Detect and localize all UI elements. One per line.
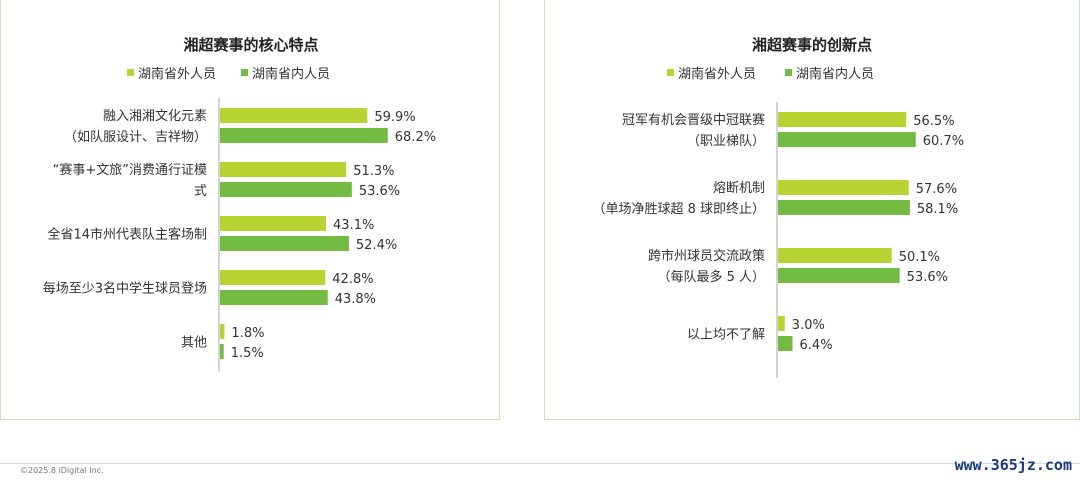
category-label: 融入湘湘文化元素 <box>103 109 207 124</box>
category-label: 其他 <box>181 336 207 351</box>
watermark-text: www.365jz.com <box>954 456 1072 474</box>
data-label: 56.5% <box>913 114 954 129</box>
data-label: 1.5% <box>231 346 264 361</box>
data-label: 6.4% <box>800 338 833 353</box>
bar-outside <box>220 270 326 285</box>
bar-outside <box>778 316 785 331</box>
category-label: “赛事+文旅”消费通行证模 <box>53 162 207 178</box>
data-label: 58.1% <box>917 202 958 217</box>
data-label: 42.8% <box>332 272 373 287</box>
category-label: （职业梯队） <box>687 134 765 149</box>
category-label: 全省14市州代表队主客场制 <box>47 227 207 243</box>
category-label: 冠军有机会晋级中冠联赛 <box>622 112 765 128</box>
data-label: 52.4% <box>356 238 397 253</box>
bar-inside <box>220 236 349 251</box>
data-label: 3.0% <box>792 318 825 333</box>
copyright-text: ©2025.8 iDigital Inc. <box>20 466 104 475</box>
legend-label-1: 湖南省外人员 <box>138 66 216 82</box>
data-label: 53.6% <box>359 184 400 199</box>
chart-panel-core-features: 湘超赛事的核心特点湖南省外人员 湖南省内人员融入湘湘文化元素 （如队服设计、吉祥物）… <box>0 0 500 420</box>
legend-label-2: 湖南省内人员 <box>252 66 330 82</box>
data-label: 1.8% <box>231 326 264 341</box>
bar-inside <box>778 200 910 215</box>
bar-inside <box>220 182 352 197</box>
legend-swatch-1 <box>127 69 134 76</box>
bar-inside <box>220 290 328 305</box>
legend-swatch-2 <box>241 69 248 76</box>
bar-outside <box>778 248 892 263</box>
bar-outside <box>220 324 225 339</box>
legend-label-1: 湖南省外人员 <box>678 66 756 82</box>
data-label: 59.9% <box>374 110 415 125</box>
category-label: 跨市州球员交流政策 <box>648 248 765 264</box>
bar-inside <box>220 128 388 143</box>
bar-outside <box>778 112 907 127</box>
data-label: 43.1% <box>333 218 374 233</box>
category-label: 式 <box>194 184 207 199</box>
bar-inside <box>778 268 900 283</box>
chart-title: 湘超赛事的核心特点 <box>183 36 318 54</box>
bar-inside <box>220 344 224 359</box>
bar-inside <box>778 336 793 351</box>
data-label: 68.2% <box>395 130 436 145</box>
data-label: 51.3% <box>353 164 394 179</box>
bar-outside <box>220 162 347 177</box>
category-label: 每场至少3名中学生球员登场 <box>43 281 207 297</box>
data-label: 53.6% <box>907 270 948 285</box>
category-label: （如队服设计、吉祥物） <box>64 129 207 145</box>
category-label: （单场净胜球超 8 球即终止） <box>592 201 765 217</box>
bar-outside <box>220 108 368 123</box>
legend-swatch-2 <box>785 69 792 76</box>
bar-inside <box>778 132 916 147</box>
footer-divider <box>0 463 1080 464</box>
data-label: 60.7% <box>923 134 964 149</box>
category-label: （每队最多 5 人） <box>657 269 765 285</box>
data-label: 43.8% <box>335 292 376 307</box>
category-label: 熔断机制 <box>713 181 765 196</box>
bar-outside <box>220 216 327 231</box>
category-label: 以上均不了解 <box>687 328 765 343</box>
chart-title: 湘超赛事的创新点 <box>752 36 872 54</box>
data-label: 57.6% <box>916 182 957 197</box>
data-label: 50.1% <box>899 250 940 265</box>
chart-panel-innovations: 湘超赛事的创新点湖南省外人员 湖南省内人员冠军有机会晋级中冠联赛 （职业梯队） 56.… <box>544 0 1080 420</box>
legend-label-2: 湖南省内人员 <box>796 66 874 82</box>
legend-swatch-1 <box>667 69 674 76</box>
bar-outside <box>778 180 909 195</box>
